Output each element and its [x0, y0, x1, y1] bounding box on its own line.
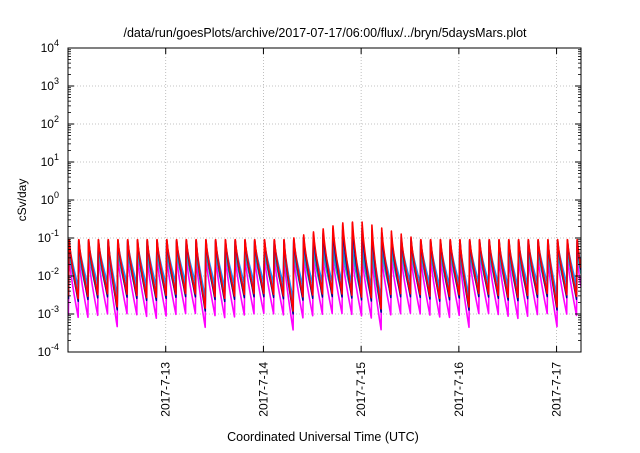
x-tick-label: 2017-7-13	[159, 362, 173, 417]
x-tick-label: 2017-7-14	[256, 362, 270, 417]
y-tick-label: 103	[41, 76, 59, 93]
axes: 10-4 10-3 10-2 10-1 100 101 102 103 104 2017-7-13…	[38, 38, 581, 417]
series-line	[68, 221, 581, 312]
series-line	[68, 257, 581, 331]
y-axis-label: cSv/day	[15, 179, 29, 222]
y-tick-label: 104	[41, 38, 59, 55]
y-tick-label: 10-1	[38, 228, 59, 245]
x-tick-label: 2017-7-16	[452, 362, 466, 417]
y-tick-label: 100	[41, 190, 59, 207]
chart-title: /data/run/goesPlots/archive/2017-07-17/0…	[123, 26, 527, 40]
y-tick-label: 10-2	[38, 266, 59, 283]
x-tick-label: 2017-7-17	[550, 362, 564, 417]
y-tick-label: 10-4	[38, 342, 59, 359]
x-axis-label: Coordinated Universal Time (UTC)	[227, 430, 419, 444]
y-tick-label: 101	[41, 152, 59, 169]
y-tick-label: 10-3	[38, 304, 59, 321]
series-group	[68, 221, 581, 331]
x-tick-label: 2017-7-15	[354, 362, 368, 417]
y-tick-label: 102	[41, 114, 59, 131]
